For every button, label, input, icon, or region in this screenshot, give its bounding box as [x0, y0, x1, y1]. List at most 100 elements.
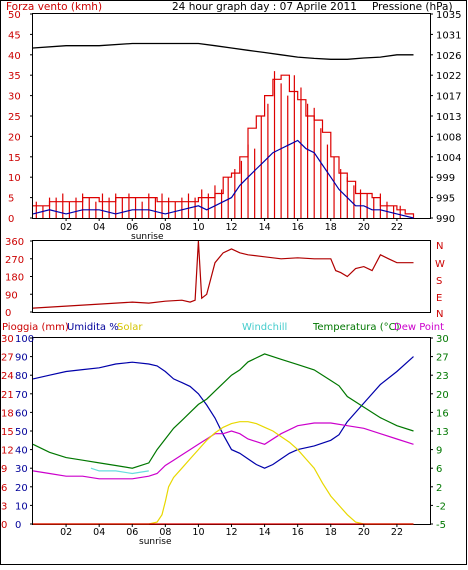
legend-humidity: Umidita %: [67, 322, 119, 333]
y-tick-wind: 5: [8, 194, 14, 205]
y-tick-pressure: 1017: [436, 92, 461, 103]
wind-pressure-panel: [32, 13, 431, 219]
x-tick-label: 02: [60, 527, 72, 538]
y-tick-pressure: 1026: [436, 51, 461, 62]
y-tick-temperature: 6: [436, 464, 442, 475]
wind-speed-label: Forza vento (kmh): [6, 1, 102, 13]
y-tick-rain: 27: [1, 353, 14, 364]
y-tick-temperature: 2: [436, 483, 442, 494]
wind-direction-line: [32, 240, 414, 309]
y-tick-humidity: 70: [15, 390, 28, 401]
x-tick-label: 22: [391, 222, 403, 233]
y-tick-rain: 18: [1, 408, 14, 419]
x-tick-label: 20: [358, 527, 370, 538]
y-tick-temperature: 9: [436, 446, 442, 457]
legend-temperature: Temperatura (°C): [312, 322, 400, 333]
x-tick-label: 08: [159, 527, 171, 538]
y-tick-rain: 15: [1, 427, 14, 438]
x-tick-label: 04: [93, 527, 105, 538]
y-tick-humidity: 60: [15, 408, 28, 419]
y-tick-rain: 3: [1, 501, 7, 512]
chart-title: 24 hour graph day : 07 Aprile 2011: [172, 1, 357, 13]
y-tick-temperature: 23: [436, 371, 449, 382]
x-tick-label: 16: [292, 222, 304, 233]
x-tick-label: 10: [192, 222, 204, 233]
x-tick-label: 14: [259, 222, 271, 233]
dir-letter: W: [435, 259, 445, 270]
y-tick-humidity: 90: [15, 353, 28, 364]
x-tick-label: 06: [126, 222, 138, 233]
y-tick-humidity: 30: [15, 464, 28, 475]
y-tick-wind: 10: [8, 173, 21, 184]
y-tick-pressure: 1004: [436, 153, 461, 164]
y-tick-rain: 12: [1, 446, 14, 457]
y-tick-pressure: 999: [436, 173, 455, 184]
legend-solar: Solar: [117, 322, 143, 333]
sunrise-label: sunrise: [131, 232, 164, 242]
dew-point-line: [32, 422, 414, 480]
y-tick-pressure: 1031: [436, 30, 461, 41]
dir-letter: N: [436, 309, 443, 320]
y-tick-temperature: -5: [436, 520, 446, 531]
windchill-line: [90, 467, 149, 475]
y-tick-pressure: 990: [436, 214, 455, 225]
y-tick-rain: 24: [1, 371, 14, 382]
humidity-line: [32, 356, 414, 469]
y-tick-direction: 0: [5, 308, 11, 319]
y-tick-rain: 6: [1, 483, 7, 494]
x-tick-label: 18: [325, 222, 337, 233]
y-tick-temperature: 30: [436, 334, 449, 345]
dir-letter: N: [436, 241, 443, 252]
y-tick-rain: 30: [1, 334, 14, 345]
y-tick-pressure: 1008: [436, 132, 461, 143]
y-tick-wind: 45: [8, 30, 21, 41]
y-tick-wind: 0: [8, 214, 14, 225]
x-tick-label: 12: [226, 222, 238, 233]
x-tick-label: 14: [259, 527, 271, 538]
dir-letter: S: [436, 276, 442, 287]
y-tick-wind: 20: [8, 132, 21, 143]
wind-speed-line: [33, 74, 415, 218]
legend-dew-point: Dew Point: [394, 322, 444, 333]
y-tick-temperature: 20: [436, 390, 449, 401]
dir-letter: E: [436, 293, 442, 304]
wind-avg-line: [32, 139, 414, 219]
y-tick-direction: 180: [5, 273, 24, 284]
y-tick-wind: 30: [8, 92, 21, 103]
y-tick-rain: 21: [1, 390, 14, 401]
x-tick-label: 20: [358, 222, 370, 233]
y-tick-humidity: 20: [15, 483, 28, 494]
y-tick-wind: 40: [8, 51, 21, 62]
y-tick-wind: 25: [8, 112, 21, 123]
y-tick-pressure: 1022: [436, 71, 461, 82]
wind-direction-panel: [32, 240, 431, 313]
y-tick-humidity: 100: [15, 334, 34, 345]
x-tick-label: 18: [325, 527, 337, 538]
x-tick-label: 10: [192, 527, 204, 538]
y-tick-wind: 50: [8, 10, 21, 21]
sunrise-label: sunrise: [139, 537, 172, 547]
y-tick-humidity: 10: [15, 501, 28, 512]
y-tick-rain: 9: [1, 464, 7, 475]
y-tick-pressure: 1035: [436, 10, 461, 21]
y-tick-direction: 270: [5, 255, 24, 266]
x-tick-label: 16: [292, 527, 304, 538]
x-tick-label: 08: [159, 222, 171, 233]
y-tick-temperature: -2: [436, 501, 446, 512]
y-tick-humidity: 40: [15, 446, 28, 457]
y-tick-humidity: 50: [15, 427, 28, 438]
y-tick-temperature: 16: [436, 408, 449, 419]
y-tick-wind: 15: [8, 153, 21, 164]
pressure-label: Pressione (hPa): [372, 1, 453, 13]
x-tick-label: 06: [126, 527, 138, 538]
x-tick-label: 22: [391, 527, 403, 538]
solar-line: [33, 421, 414, 525]
legend-windchill: Windchill: [242, 322, 287, 333]
legend-rain: Pioggia (mm): [2, 322, 69, 333]
temperature-line: [32, 353, 414, 469]
y-tick-wind: 35: [8, 71, 21, 82]
pressure-line: [32, 42, 414, 60]
